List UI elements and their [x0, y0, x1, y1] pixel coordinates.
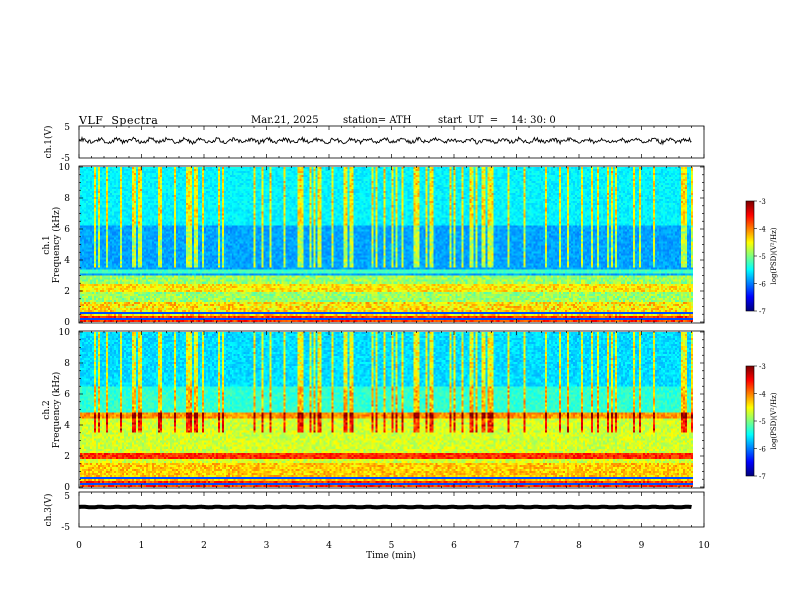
ch1-ytick-top: 5	[64, 123, 70, 133]
spec2-yticks-label-4: 4	[64, 421, 70, 431]
x-tick-label-3: 3	[264, 541, 270, 551]
ch2-spec-ylabel: Frequency (kHz)	[51, 372, 62, 449]
spec1-yticks-label-8: 8	[64, 194, 70, 204]
ch1-spec-ylabel: Frequency (kHz)	[51, 207, 62, 284]
spec1-yticks-label-10: 10	[59, 163, 71, 173]
x-tick-label-6: 6	[451, 541, 457, 551]
ch2-spectrogram-image	[80, 332, 693, 487]
spec2-yticks-label-0: 0	[64, 483, 70, 493]
cb1-ticks-label--5: -5	[759, 253, 766, 261]
x-tick-label-4: 4	[326, 541, 332, 551]
cb1-ticks-label--4: -4	[759, 226, 766, 234]
spec1-yticks-label-2: 2	[64, 287, 70, 297]
ch3-ytick-top: 5	[64, 492, 70, 502]
station-label: station= ATH	[343, 115, 412, 126]
spec1-yticks-label-0: 0	[64, 318, 70, 328]
spec2-yticks-label-8: 8	[64, 359, 70, 369]
x-tick-label-9: 9	[639, 541, 645, 551]
x-tick-label-1: 1	[139, 541, 145, 551]
ch3-waveform-line	[78, 504, 692, 510]
ch1-spectrogram-image	[80, 167, 693, 322]
ch1-colorbar	[746, 201, 754, 311]
x-axis: 0 1 2 3 4 5 6 7 8 9 10	[76, 126, 710, 551]
x-axis-label: Time (min)	[366, 550, 416, 561]
ch2-colorbar	[746, 366, 754, 476]
cb2-ticks-label--3: -3	[759, 363, 766, 371]
start-time-label: start UT = 14: 30: 0	[438, 115, 556, 126]
ch1-ytick-bottom: -5	[61, 154, 70, 164]
ch1-waveform-line	[78, 135, 692, 146]
x-tick-label-0: 0	[76, 541, 82, 551]
cb1-ticks-label--3: -3	[759, 198, 766, 206]
x-tick-label-7: 7	[514, 541, 520, 551]
ch1-waveform-panel: 5 -5 ch.1(V)	[43, 123, 705, 164]
spec1-yticks-label-4: 4	[64, 256, 70, 266]
spec2-yticks-label-2: 2	[64, 452, 70, 462]
ch3-waveform-panel: 5 -5 ch.3(V)	[43, 491, 705, 533]
x-tick-label-8: 8	[576, 541, 582, 551]
ch2-spec-ylabel-top: ch.2	[42, 400, 52, 419]
spec2-yticks-label-10: 10	[59, 328, 71, 338]
ch1-colorbar-label: log(PSD)(V²/Hz)	[770, 227, 778, 284]
cb1-ticks-label--6: -6	[759, 281, 766, 289]
ch1-waveform-ylabel: ch.1(V)	[43, 126, 54, 159]
x-tick-label-2: 2	[201, 541, 207, 551]
x-tick-label-5: 5	[389, 541, 395, 551]
date-label: Mar.21, 2025	[251, 115, 319, 126]
cb2-ticks-label--7: -7	[759, 473, 766, 481]
cb2-ticks-label--5: -5	[759, 418, 766, 426]
x-tick-label-10: 10	[698, 541, 710, 551]
cb2-ticks-label--6: -6	[759, 446, 766, 454]
chart-title: VLF Spectra	[79, 114, 159, 127]
ch2-colorbar-label: log(PSD)(V²/Hz)	[770, 392, 778, 449]
spec2-yticks-label-6: 6	[64, 390, 70, 400]
ch1-spec-ylabel-top: ch.1	[42, 235, 52, 254]
cb1-ticks-label--7: -7	[759, 308, 766, 316]
spec1-yticks-label-6: 6	[64, 225, 70, 235]
ch3-waveform-ylabel: ch.3(V)	[43, 494, 54, 527]
ch3-ytick-bottom: -5	[61, 523, 70, 533]
cb2-ticks-label--4: -4	[759, 391, 766, 399]
